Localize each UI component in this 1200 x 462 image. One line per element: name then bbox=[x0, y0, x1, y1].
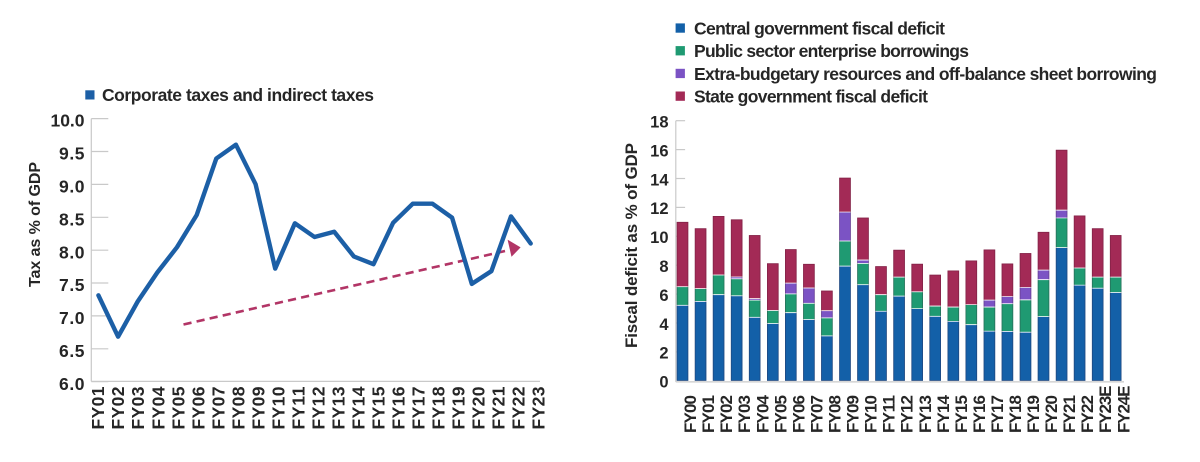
svg-text:FY20: FY20 bbox=[469, 386, 489, 429]
svg-text:FY08: FY08 bbox=[826, 395, 845, 433]
svg-text:FY09: FY09 bbox=[248, 386, 268, 429]
svg-text:Public sector enterprise borro: Public sector enterprise borrowings bbox=[694, 41, 969, 61]
svg-text:FY11: FY11 bbox=[880, 395, 899, 433]
svg-text:FY05: FY05 bbox=[168, 386, 188, 429]
svg-text:FY04: FY04 bbox=[148, 386, 168, 429]
svg-text:16: 16 bbox=[650, 142, 668, 160]
svg-text:FY02: FY02 bbox=[717, 395, 736, 433]
svg-text:6.0: 6.0 bbox=[59, 374, 85, 394]
svg-text:Corporate taxes and indirect t: Corporate taxes and indirect taxes bbox=[102, 85, 374, 105]
svg-text:FY14: FY14 bbox=[934, 394, 953, 433]
svg-text:FY14: FY14 bbox=[349, 386, 369, 429]
svg-text:4: 4 bbox=[659, 316, 669, 334]
svg-text:FY13: FY13 bbox=[916, 395, 935, 433]
svg-text:FY24E: FY24E bbox=[1114, 386, 1133, 434]
svg-text:FY19: FY19 bbox=[449, 386, 469, 429]
svg-text:FY03: FY03 bbox=[128, 386, 148, 429]
svg-text:FY08: FY08 bbox=[228, 386, 248, 429]
svg-text:FY07: FY07 bbox=[208, 387, 228, 430]
svg-text:FY02: FY02 bbox=[108, 386, 128, 429]
svg-text:FY22: FY22 bbox=[509, 386, 529, 429]
svg-text:8: 8 bbox=[659, 258, 668, 276]
svg-text:8.0: 8.0 bbox=[59, 242, 85, 262]
svg-text:FY18: FY18 bbox=[429, 386, 449, 429]
svg-text:FY23E: FY23E bbox=[1096, 386, 1115, 434]
svg-text:FY03: FY03 bbox=[735, 395, 754, 433]
svg-text:9.5: 9.5 bbox=[59, 144, 85, 164]
svg-text:FY12: FY12 bbox=[898, 395, 917, 433]
svg-text:6.5: 6.5 bbox=[59, 341, 85, 361]
svg-text:18: 18 bbox=[650, 114, 668, 132]
svg-text:FY11: FY11 bbox=[288, 386, 308, 429]
svg-text:FY05: FY05 bbox=[771, 395, 790, 433]
svg-text:8.5: 8.5 bbox=[59, 209, 85, 229]
svg-text:FY17: FY17 bbox=[409, 387, 429, 430]
svg-text:Tax as % of GDP: Tax as % of GDP bbox=[27, 162, 44, 287]
svg-text:FY23: FY23 bbox=[529, 386, 549, 429]
svg-text:0: 0 bbox=[659, 374, 668, 392]
svg-text:FY13: FY13 bbox=[328, 386, 348, 429]
svg-text:6: 6 bbox=[659, 287, 668, 305]
svg-text:FY15: FY15 bbox=[952, 395, 971, 433]
svg-text:FY17: FY17 bbox=[988, 395, 1007, 433]
svg-text:FY18: FY18 bbox=[1006, 395, 1025, 433]
svg-text:Extra-budgetary resources and: Extra-budgetary resources and off-balanc… bbox=[694, 64, 1157, 84]
svg-text:2: 2 bbox=[659, 345, 668, 363]
svg-text:FY09: FY09 bbox=[844, 395, 863, 433]
svg-text:FY19: FY19 bbox=[1024, 395, 1043, 433]
svg-text:7.0: 7.0 bbox=[59, 308, 85, 328]
svg-text:9.0: 9.0 bbox=[59, 177, 85, 197]
svg-text:FY01: FY01 bbox=[88, 386, 108, 429]
svg-text:10: 10 bbox=[650, 229, 668, 247]
svg-text:State government fiscal defici: State government fiscal deficit bbox=[694, 87, 928, 107]
svg-text:FY15: FY15 bbox=[369, 386, 389, 429]
svg-text:Central government fiscal defi: Central government fiscal deficit bbox=[694, 19, 945, 39]
svg-text:10.0: 10.0 bbox=[51, 111, 85, 131]
svg-text:FY22: FY22 bbox=[1078, 395, 1097, 433]
svg-text:FY21: FY21 bbox=[489, 386, 509, 429]
svg-text:Fiscal deficit as % of GDP: Fiscal deficit as % of GDP bbox=[622, 143, 641, 348]
svg-text:14: 14 bbox=[650, 171, 669, 189]
svg-text:FY21: FY21 bbox=[1060, 395, 1079, 433]
svg-text:FY00: FY00 bbox=[681, 395, 700, 433]
svg-text:12: 12 bbox=[650, 200, 668, 218]
svg-text:FY16: FY16 bbox=[970, 395, 989, 433]
svg-text:FY10: FY10 bbox=[268, 386, 288, 429]
svg-text:FY10: FY10 bbox=[862, 395, 881, 433]
svg-text:FY16: FY16 bbox=[389, 386, 409, 429]
svg-text:FY04: FY04 bbox=[753, 394, 772, 433]
svg-text:7.5: 7.5 bbox=[59, 275, 85, 295]
svg-text:FY01: FY01 bbox=[699, 395, 718, 433]
svg-text:FY20: FY20 bbox=[1042, 395, 1061, 433]
svg-text:FY12: FY12 bbox=[308, 386, 328, 429]
svg-text:FY07: FY07 bbox=[808, 395, 827, 433]
svg-text:FY06: FY06 bbox=[188, 386, 208, 429]
svg-text:FY06: FY06 bbox=[789, 395, 808, 433]
